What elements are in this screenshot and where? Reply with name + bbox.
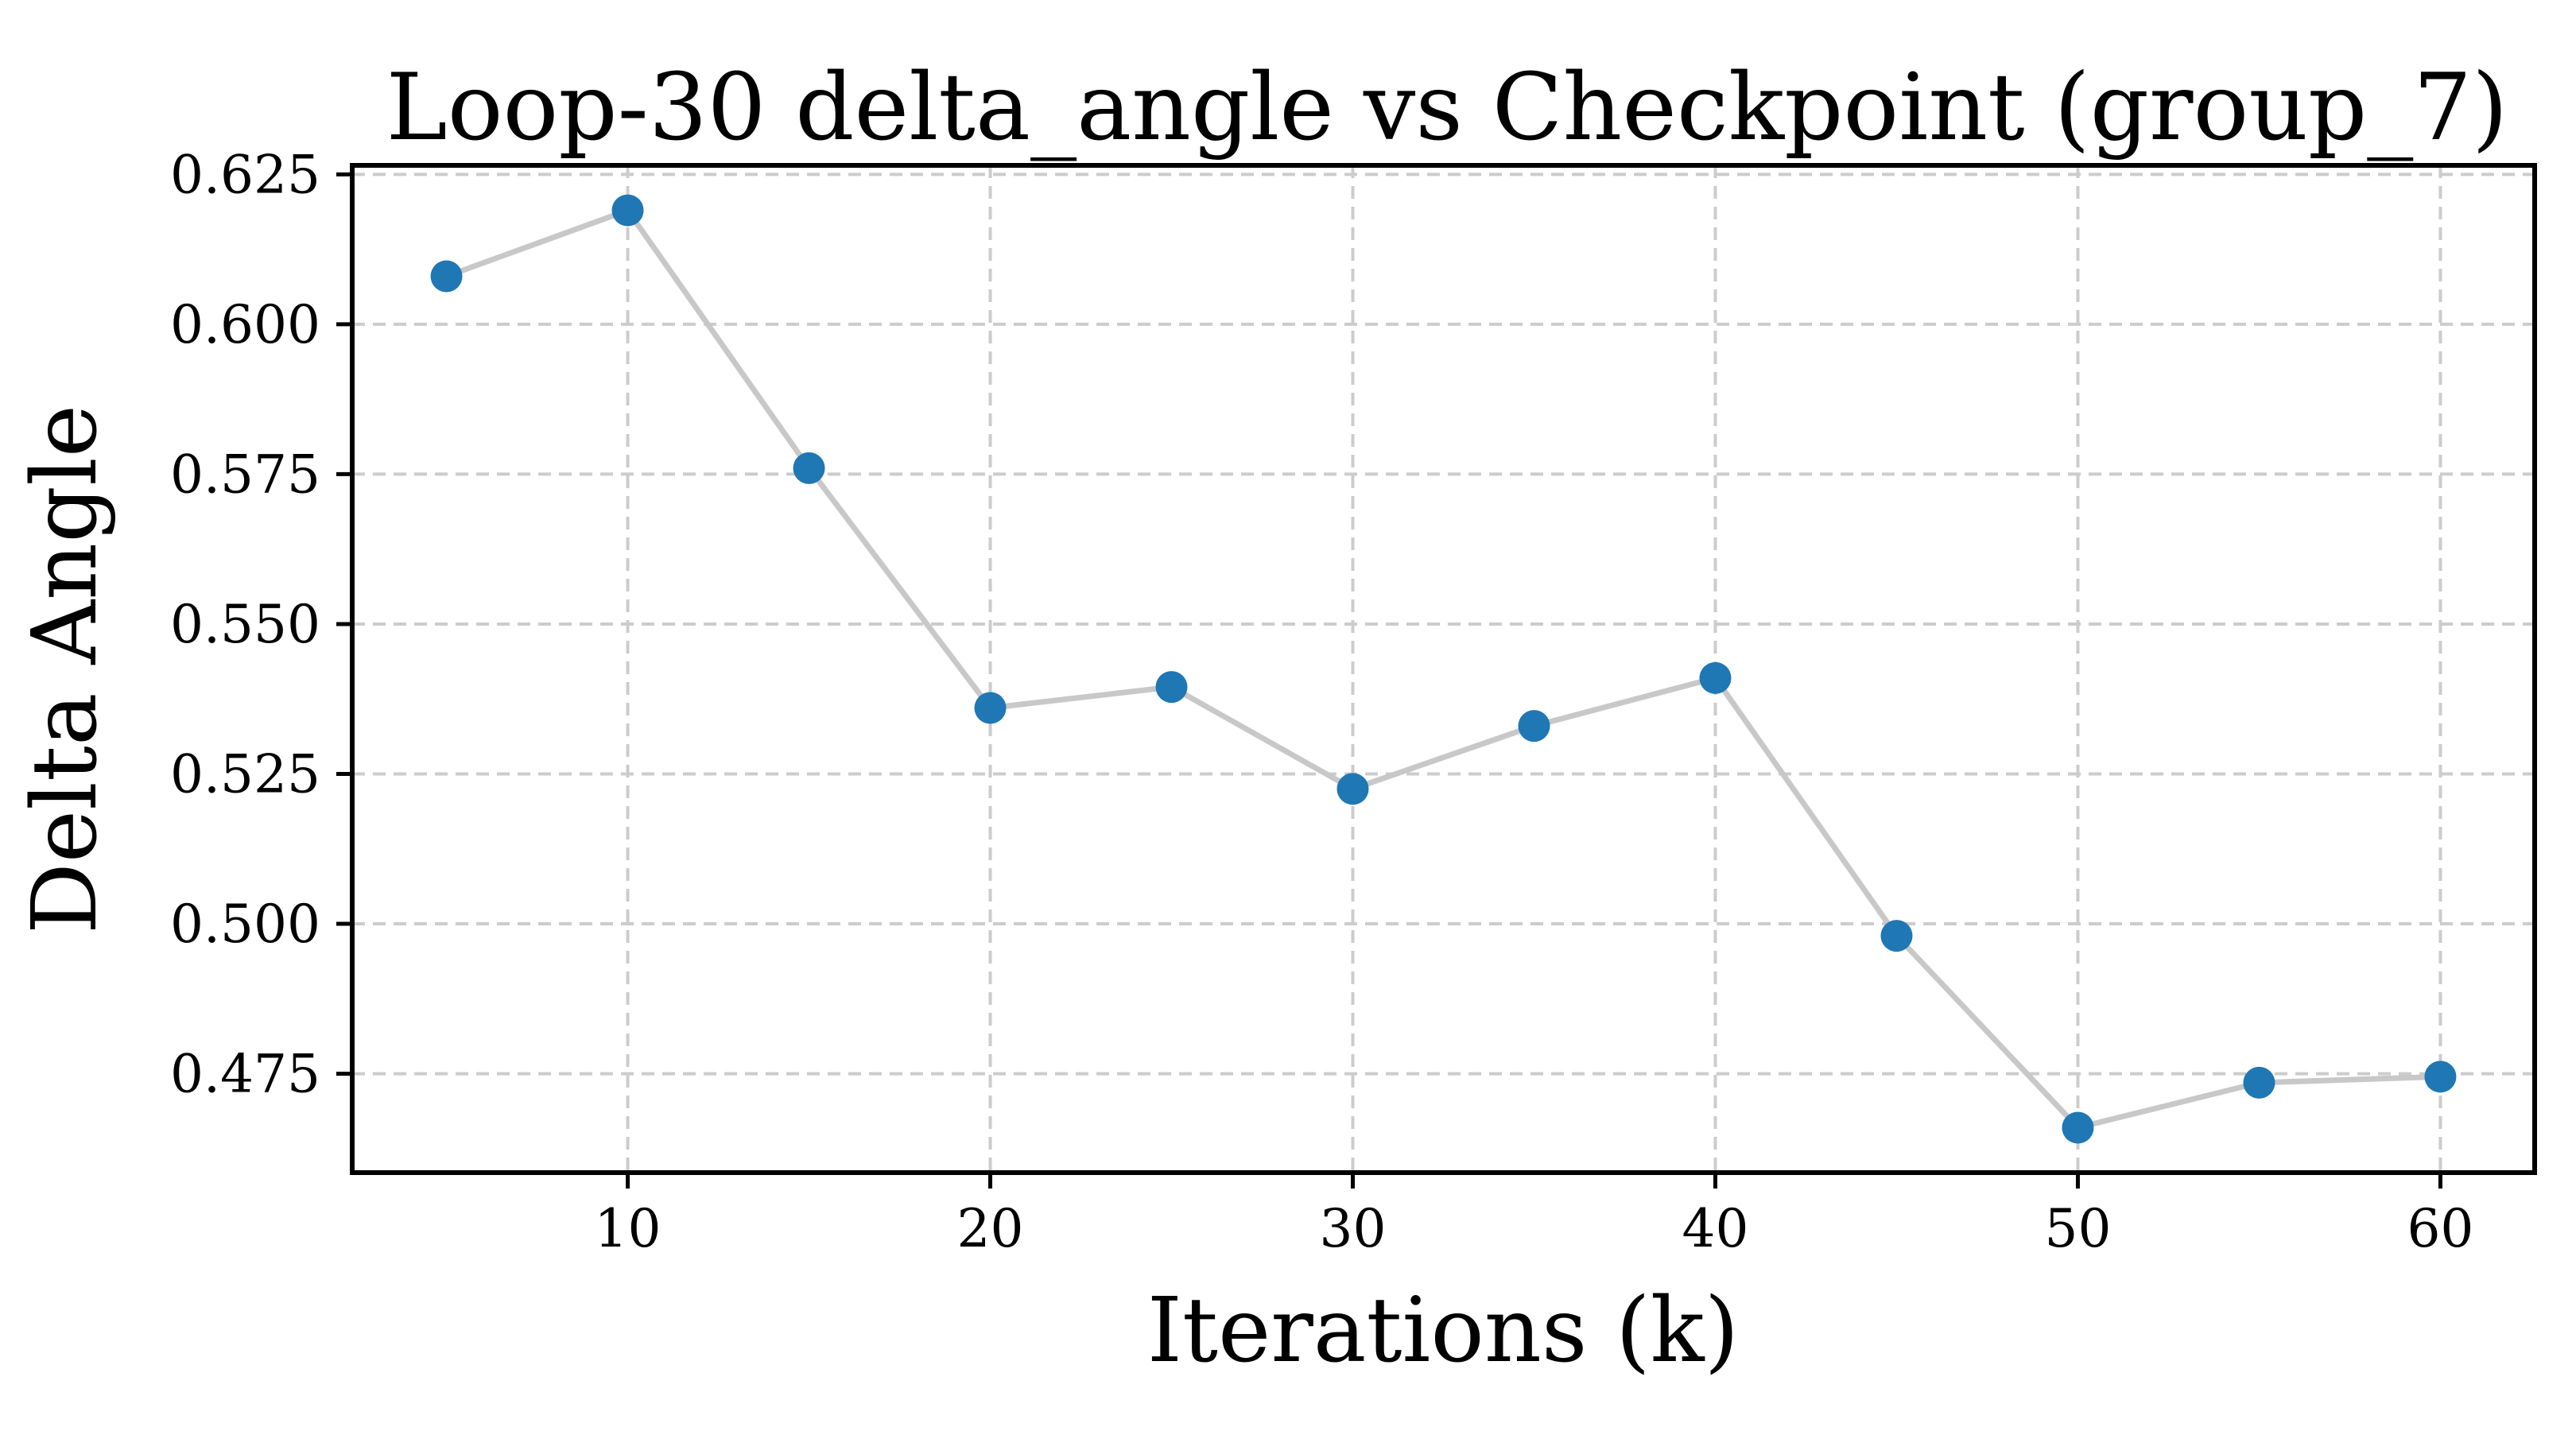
series-line-layer — [444, 207, 2443, 1130]
data-point — [1518, 710, 1550, 743]
y-tick-label: 0.475 — [170, 1044, 320, 1105]
y-tick-label: 0.575 — [170, 444, 320, 505]
data-point — [1155, 671, 1188, 704]
x-tick-label: 60 — [2407, 1198, 2473, 1259]
x-axis-ticks: 10 20 30 40 50 60 — [595, 1173, 2473, 1259]
y-axis-label: Delta Angle — [14, 405, 117, 934]
data-point — [2243, 1066, 2275, 1099]
x-tick-label: 40 — [1682, 1198, 1748, 1259]
x-axis-label: Iterations (k) — [1147, 1279, 1740, 1383]
y-tick-label: 0.550 — [170, 594, 320, 655]
data-point — [2062, 1111, 2094, 1144]
data-points — [430, 194, 2457, 1144]
x-tick-label: 10 — [595, 1198, 661, 1259]
y-axis-ticks: 0.475 0.500 0.525 0.550 0.575 0.600 0.625 — [170, 144, 352, 1105]
data-point — [1699, 661, 1732, 694]
data-point — [2424, 1061, 2457, 1093]
series-line — [444, 207, 2443, 1130]
data-point — [1336, 773, 1369, 805]
data-point — [611, 194, 644, 227]
y-tick-label: 0.600 — [170, 294, 320, 355]
plot-frame — [350, 163, 2537, 1175]
data-point — [430, 260, 463, 293]
y-tick-label: 0.500 — [170, 894, 320, 955]
x-tick-label: 50 — [2044, 1198, 2111, 1259]
x-tick-label: 20 — [957, 1198, 1024, 1259]
grid — [352, 165, 2535, 1173]
y-tick-label: 0.625 — [170, 144, 320, 205]
data-point — [974, 692, 1007, 724]
data-point — [793, 452, 825, 484]
y-tick-label: 0.525 — [170, 743, 320, 805]
data-point — [1880, 920, 1913, 952]
chart-title: Loop-30 delta_angle vs Checkpoint (group… — [386, 54, 2508, 161]
x-tick-label: 30 — [1320, 1198, 1387, 1259]
